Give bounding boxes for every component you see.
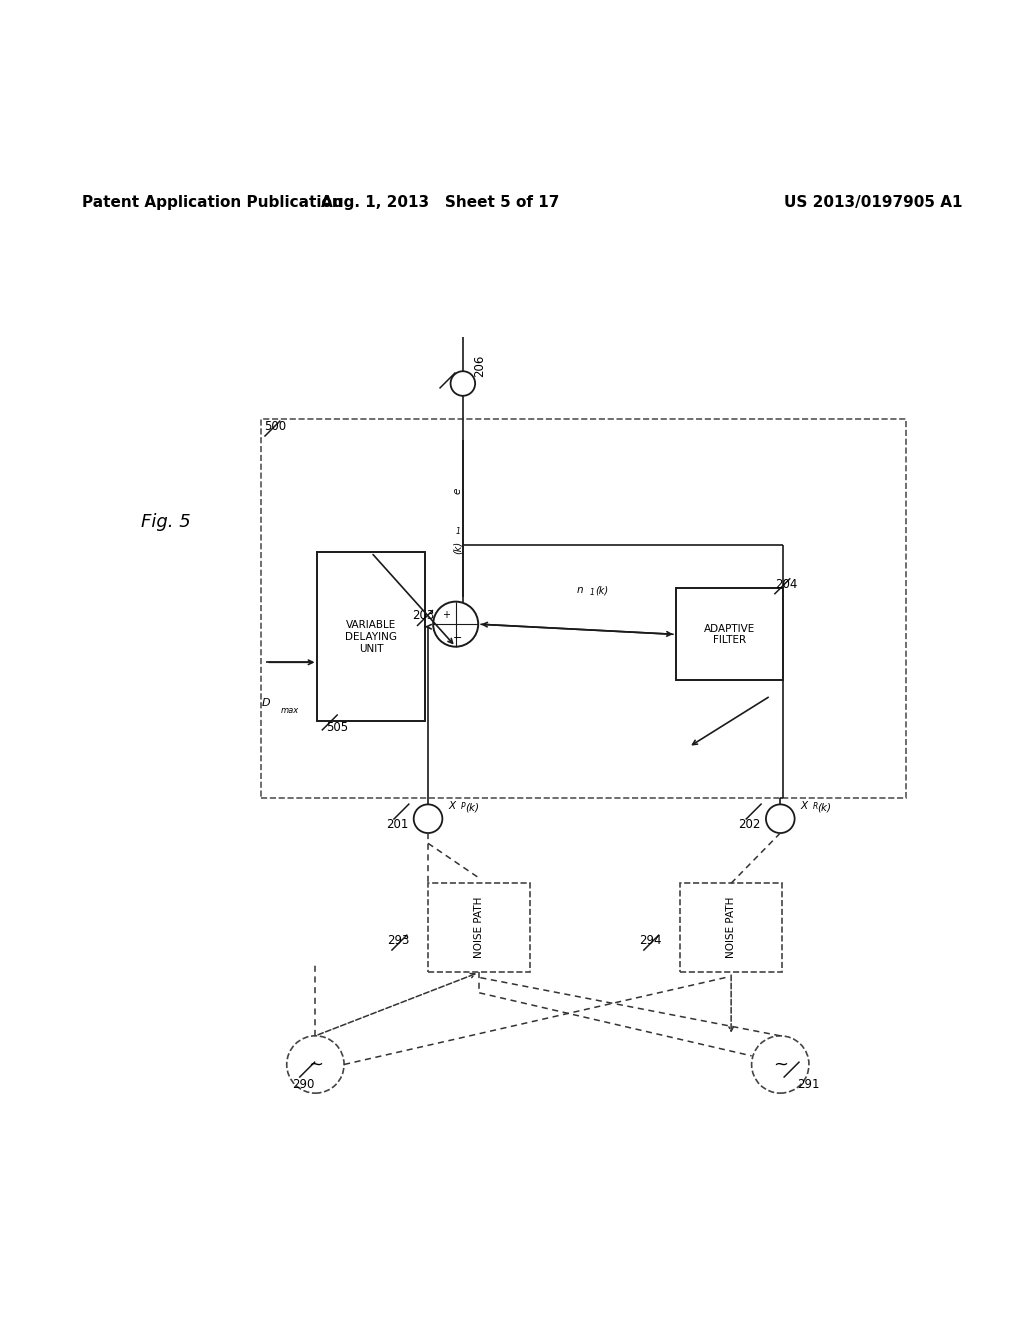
Text: 500: 500 bbox=[264, 420, 287, 433]
Circle shape bbox=[287, 1036, 344, 1093]
Text: 290: 290 bbox=[292, 1078, 314, 1092]
Text: 201: 201 bbox=[386, 818, 409, 832]
Bar bbox=[676, 589, 783, 681]
Text: −: − bbox=[454, 632, 463, 643]
Text: NOISE PATH: NOISE PATH bbox=[474, 898, 484, 958]
Text: Patent Application Publication: Patent Application Publication bbox=[82, 195, 343, 210]
Text: D: D bbox=[262, 698, 270, 708]
Text: US 2013/0197905 A1: US 2013/0197905 A1 bbox=[784, 195, 963, 210]
Text: 293: 293 bbox=[387, 935, 410, 946]
Circle shape bbox=[414, 804, 442, 833]
Text: 206: 206 bbox=[473, 355, 486, 378]
Circle shape bbox=[451, 371, 475, 396]
Text: R: R bbox=[813, 801, 818, 810]
Text: X: X bbox=[801, 801, 808, 812]
Bar bbox=[261, 420, 906, 799]
Text: +: + bbox=[441, 610, 450, 619]
Text: VARIABLE
DELAYING
UNIT: VARIABLE DELAYING UNIT bbox=[345, 620, 397, 653]
Text: NOISE PATH: NOISE PATH bbox=[726, 898, 736, 958]
Text: n: n bbox=[577, 585, 583, 595]
Text: 204: 204 bbox=[775, 578, 798, 591]
Bar bbox=[680, 883, 782, 973]
Text: 1: 1 bbox=[590, 587, 595, 597]
Text: ADAPTIVE
FILTER: ADAPTIVE FILTER bbox=[703, 623, 756, 645]
Text: P: P bbox=[461, 801, 466, 810]
Circle shape bbox=[752, 1036, 809, 1093]
Text: (k): (k) bbox=[595, 585, 608, 595]
Text: 505: 505 bbox=[326, 721, 348, 734]
Text: 294: 294 bbox=[639, 935, 662, 946]
Text: max: max bbox=[281, 706, 299, 714]
Text: 202: 202 bbox=[738, 818, 761, 832]
Circle shape bbox=[766, 804, 795, 833]
Text: ~: ~ bbox=[773, 1056, 787, 1073]
Text: e: e bbox=[453, 488, 463, 494]
Text: ~: ~ bbox=[308, 1056, 323, 1073]
Text: (k): (k) bbox=[465, 803, 479, 812]
Text: 291: 291 bbox=[797, 1078, 819, 1092]
Text: 203: 203 bbox=[412, 610, 434, 623]
Text: Aug. 1, 2013   Sheet 5 of 17: Aug. 1, 2013 Sheet 5 of 17 bbox=[322, 195, 559, 210]
Text: Fig. 5: Fig. 5 bbox=[141, 512, 191, 531]
Bar bbox=[317, 553, 425, 722]
Text: 1: 1 bbox=[456, 528, 460, 536]
Text: (k): (k) bbox=[453, 541, 463, 554]
Text: (k): (k) bbox=[817, 803, 831, 812]
Bar bbox=[428, 883, 530, 973]
Circle shape bbox=[433, 602, 478, 647]
Text: X: X bbox=[449, 801, 456, 812]
